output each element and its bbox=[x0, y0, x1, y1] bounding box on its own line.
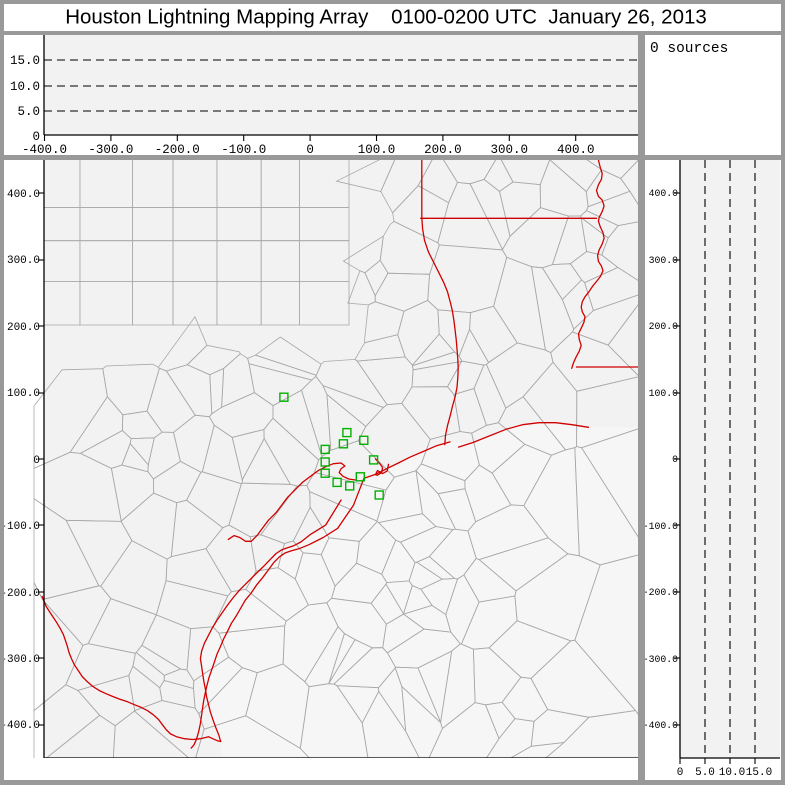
svg-text:5.0: 5.0 bbox=[17, 105, 40, 119]
svg-text:400.0: 400.0 bbox=[7, 189, 40, 201]
svg-text:300.0: 300.0 bbox=[649, 255, 679, 266]
svg-text:200.0: 200.0 bbox=[7, 322, 40, 334]
svg-text:-300.0: -300.0 bbox=[88, 143, 133, 155]
svg-text:-400.0: -400.0 bbox=[4, 720, 40, 732]
svg-text:-200.0: -200.0 bbox=[155, 143, 200, 155]
svg-text:0: 0 bbox=[677, 767, 684, 779]
svg-text:300.0: 300.0 bbox=[7, 255, 40, 267]
svg-text:0 sources: 0 sources bbox=[650, 41, 728, 57]
svg-text:300.0: 300.0 bbox=[491, 143, 529, 155]
svg-text:-300.0: -300.0 bbox=[645, 654, 678, 665]
svg-text:-300.0: -300.0 bbox=[4, 654, 40, 666]
svg-text:-100.0: -100.0 bbox=[221, 143, 266, 155]
svg-text:10.0: 10.0 bbox=[10, 80, 40, 94]
svg-text:100.0: 100.0 bbox=[358, 143, 396, 155]
svg-text:400.0: 400.0 bbox=[649, 188, 679, 199]
svg-text:-200.0: -200.0 bbox=[645, 587, 678, 598]
svg-text:-400.0: -400.0 bbox=[22, 143, 67, 155]
svg-text:200.0: 200.0 bbox=[649, 321, 679, 332]
svg-text:0: 0 bbox=[32, 130, 40, 144]
svg-text:-200.0: -200.0 bbox=[4, 588, 40, 600]
svg-text:15.0: 15.0 bbox=[746, 767, 772, 779]
svg-text:10.0: 10.0 bbox=[719, 767, 745, 779]
svg-text:5.0: 5.0 bbox=[695, 767, 715, 779]
svg-text:15.0: 15.0 bbox=[10, 54, 40, 68]
svg-text:0: 0 bbox=[33, 455, 40, 467]
svg-text:-400.0: -400.0 bbox=[645, 720, 678, 731]
svg-text:Houston Lightning Mapping Arra: Houston Lightning Mapping Array 0100-020… bbox=[65, 6, 707, 29]
svg-text:100.0: 100.0 bbox=[7, 388, 40, 400]
svg-text:100.0: 100.0 bbox=[649, 388, 679, 399]
svg-text:-100.0: -100.0 bbox=[645, 521, 678, 532]
svg-text:-100.0: -100.0 bbox=[4, 521, 40, 533]
svg-text:0: 0 bbox=[306, 143, 314, 155]
svg-text:200.0: 200.0 bbox=[424, 143, 462, 155]
svg-text:400.0: 400.0 bbox=[557, 143, 595, 155]
